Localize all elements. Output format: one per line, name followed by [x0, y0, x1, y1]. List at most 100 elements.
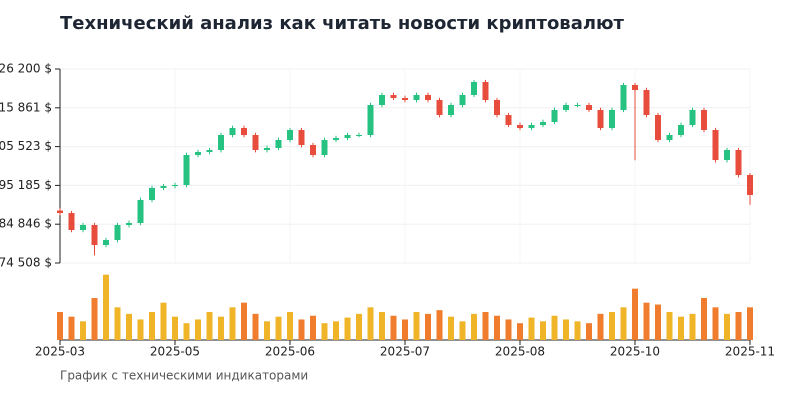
y-tick-label: 84 846 $ — [0, 217, 52, 231]
volume-bar — [206, 312, 213, 340]
y-tick-label: 105 523 $ — [0, 139, 52, 153]
volume-bar — [436, 310, 443, 340]
candle-body — [287, 130, 293, 141]
volume-bar — [482, 312, 489, 340]
volume-bar — [114, 307, 121, 340]
volume-bar — [643, 302, 650, 340]
candle-body — [367, 105, 374, 136]
volume-bar — [390, 315, 397, 340]
volume-bar — [126, 313, 132, 340]
candle-body — [563, 105, 569, 111]
candle-body — [655, 115, 661, 141]
candle-body — [126, 223, 132, 226]
volume-bar — [287, 312, 293, 340]
y-tick-label: 95 185 $ — [0, 178, 52, 192]
volume-bar — [310, 315, 316, 340]
chart-subtitle: График с техническими индикаторами — [60, 369, 308, 383]
volume-bar — [103, 274, 109, 340]
volume-bar — [57, 312, 63, 340]
volume-bar — [425, 313, 431, 340]
candle-body — [436, 100, 443, 116]
candle-body — [80, 225, 86, 230]
volume-bar — [195, 319, 201, 340]
y-tick-label: 126 200 $ — [0, 62, 52, 76]
candle-body — [540, 122, 546, 126]
volume-bar — [183, 323, 190, 340]
candle-body — [586, 105, 592, 111]
candle-body — [494, 100, 500, 116]
volume-bar — [321, 323, 328, 340]
volume-bar — [149, 312, 155, 340]
chart-title: Технический анализ как читать новости кр… — [60, 13, 625, 34]
x-tick-label: 2025-10 — [610, 345, 660, 359]
candle-body — [678, 125, 684, 136]
candle-body — [149, 188, 155, 201]
volume-bar — [574, 321, 581, 340]
candle-body — [528, 125, 535, 129]
volume-bar — [678, 316, 684, 340]
volume-bar — [724, 313, 730, 340]
volume-bar — [563, 319, 569, 340]
candle-body — [597, 110, 604, 129]
volume-bar — [379, 312, 385, 340]
volume-bar — [655, 304, 661, 340]
candle-body — [413, 95, 420, 101]
volume-bar — [597, 313, 604, 340]
volume-bar — [367, 307, 374, 340]
volume-bar — [540, 321, 546, 340]
candle-body — [689, 110, 696, 126]
volume-bar — [298, 319, 305, 340]
candle-body — [333, 138, 339, 141]
volume-bar — [586, 323, 592, 340]
volume-bar — [333, 321, 339, 340]
volume-bar — [229, 307, 236, 340]
volume-bar — [747, 307, 753, 340]
candle-body — [206, 150, 213, 153]
candle-body — [344, 135, 351, 139]
candle-body — [390, 95, 397, 99]
volume-bar — [356, 313, 362, 340]
x-tick-label: 2025-05 — [150, 345, 200, 359]
x-tick-label: 2025-03 — [35, 345, 85, 359]
candle-body — [91, 225, 98, 246]
volume-bar — [91, 298, 98, 340]
candle-body — [747, 174, 753, 195]
volume-bar — [517, 323, 523, 340]
volume-bar — [218, 316, 224, 340]
candle-body — [632, 85, 638, 91]
candle-body — [275, 140, 282, 149]
volume-bar — [448, 316, 454, 340]
candle-body — [379, 95, 385, 106]
x-tick-label: 2025-08 — [495, 345, 545, 359]
candle-body — [264, 148, 270, 151]
candle-body — [321, 140, 328, 155]
candle-body — [425, 95, 431, 101]
volume-bar — [264, 321, 270, 340]
candle-body — [298, 130, 305, 146]
candle-body — [160, 185, 167, 189]
volume-bar — [68, 316, 75, 340]
volume-bar — [528, 317, 535, 340]
candle-body — [459, 95, 466, 106]
candle-body — [137, 200, 144, 224]
volume-bar — [494, 315, 500, 340]
volume-bar — [551, 315, 558, 340]
candle-body — [252, 135, 259, 151]
candle-body — [103, 240, 109, 246]
candle-body — [574, 105, 581, 107]
volume-bar — [666, 312, 673, 340]
candle-body — [712, 130, 719, 161]
volume-bar — [505, 319, 512, 340]
y-tick-label: 74 508 $ — [0, 256, 52, 270]
candle-body — [195, 152, 201, 155]
volume-bar — [620, 307, 627, 340]
volume-bar — [609, 312, 615, 340]
x-tick-label: 2025-06 — [265, 345, 315, 359]
candle-body — [356, 135, 362, 137]
candle-body — [57, 210, 63, 214]
volume-bar — [241, 302, 247, 340]
candle-body — [643, 90, 650, 116]
candle-body — [609, 110, 615, 129]
candle-body — [551, 110, 558, 123]
